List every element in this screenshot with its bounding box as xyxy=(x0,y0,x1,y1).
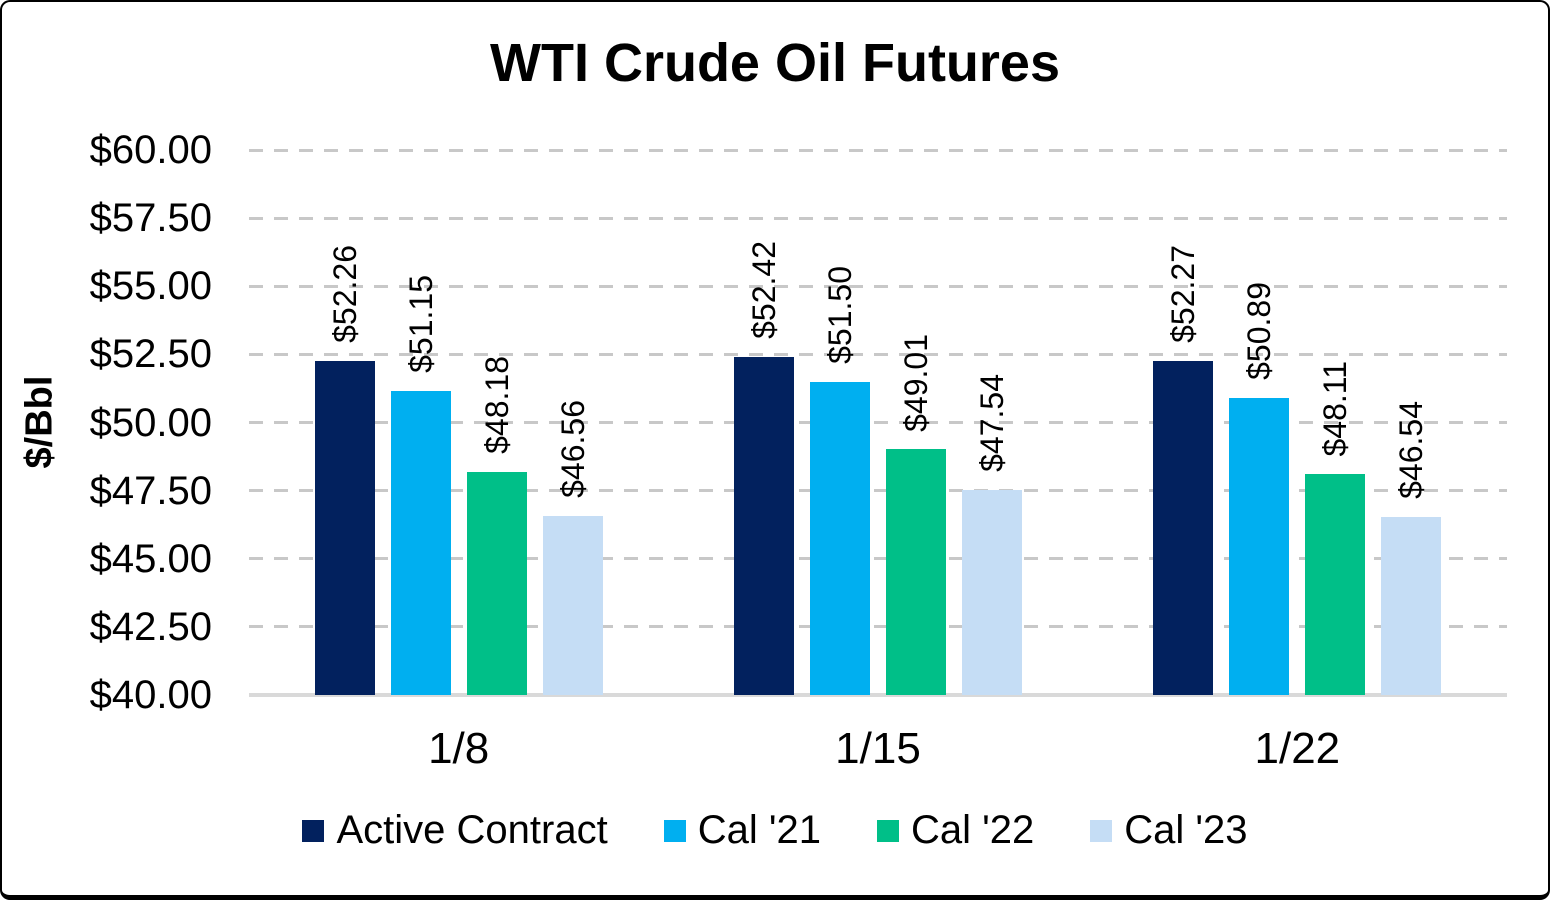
x-axis-line xyxy=(249,693,1507,697)
gridline xyxy=(249,352,1507,356)
bar xyxy=(466,472,527,695)
bar-value-label: $46.56 xyxy=(554,400,591,499)
legend-swatch xyxy=(1090,819,1113,842)
legend-label: Active Contract xyxy=(336,808,608,852)
bar xyxy=(734,356,794,695)
y-tick-label: $45.00 xyxy=(89,536,212,581)
bar xyxy=(390,391,451,695)
gridline xyxy=(249,284,1507,288)
y-tick-label: $52.50 xyxy=(89,332,212,377)
bar-value-label: $48.11 xyxy=(1317,360,1354,457)
bar-value-label: $52.26 xyxy=(326,245,363,343)
gridline xyxy=(249,421,1507,424)
bar-value-label: $51.15 xyxy=(402,275,439,374)
legend-label: Cal '22 xyxy=(910,808,1035,852)
bar-value-label: $51.50 xyxy=(822,265,858,364)
y-tick-label: $60.00 xyxy=(89,128,212,172)
bar-value-label: $50.89 xyxy=(1241,282,1278,381)
legend-swatch xyxy=(302,819,325,842)
legend-item: Active Contract xyxy=(302,808,608,853)
gridline xyxy=(249,625,1507,629)
y-tick-label: $40.00 xyxy=(89,673,212,717)
y-tick-label: $55.00 xyxy=(89,264,212,309)
legend-item: Cal '22 xyxy=(876,808,1035,853)
bar-value-label: $52.27 xyxy=(1165,244,1202,343)
bar xyxy=(810,381,870,695)
legend-item: Cal '21 xyxy=(663,808,821,853)
bar xyxy=(1229,398,1290,695)
bar-value-label: $47.54 xyxy=(974,373,1010,472)
gridline xyxy=(249,489,1507,493)
y-tick-label: $47.50 xyxy=(89,468,212,513)
x-axis-label: 1/22 xyxy=(1254,724,1341,773)
legend-swatch xyxy=(876,819,899,842)
gridline xyxy=(249,557,1507,561)
bar xyxy=(314,360,375,695)
bar xyxy=(1381,516,1442,695)
legend-item: Cal '23 xyxy=(1090,808,1248,853)
gridline xyxy=(249,216,1507,220)
bar xyxy=(1305,474,1366,695)
y-tick-label: $42.50 xyxy=(89,604,212,649)
legend-swatch xyxy=(663,819,686,842)
x-axis-label: 1/15 xyxy=(835,724,921,773)
bar xyxy=(1153,360,1214,695)
legend-label: Cal '23 xyxy=(1124,808,1248,852)
bar xyxy=(886,449,946,695)
bar-value-label: $52.42 xyxy=(746,240,782,339)
gridline xyxy=(249,148,1507,152)
bar xyxy=(542,516,603,695)
legend-label: Cal '21 xyxy=(697,808,821,852)
y-tick-label: $57.50 xyxy=(89,196,212,241)
y-tick-label: $50.00 xyxy=(89,400,212,445)
bar-value-label: $48.18 xyxy=(478,356,515,455)
chart-title: WTI Crude Oil Futures xyxy=(489,33,1060,93)
bar xyxy=(962,489,1022,695)
bar-value-label: $46.54 xyxy=(1393,400,1430,499)
legend: Active Contract Cal '21 Cal '22 Cal '23 xyxy=(2,808,1548,853)
x-axis-label: 1/8 xyxy=(428,724,490,773)
bar-value-label: $49.01 xyxy=(898,333,934,432)
